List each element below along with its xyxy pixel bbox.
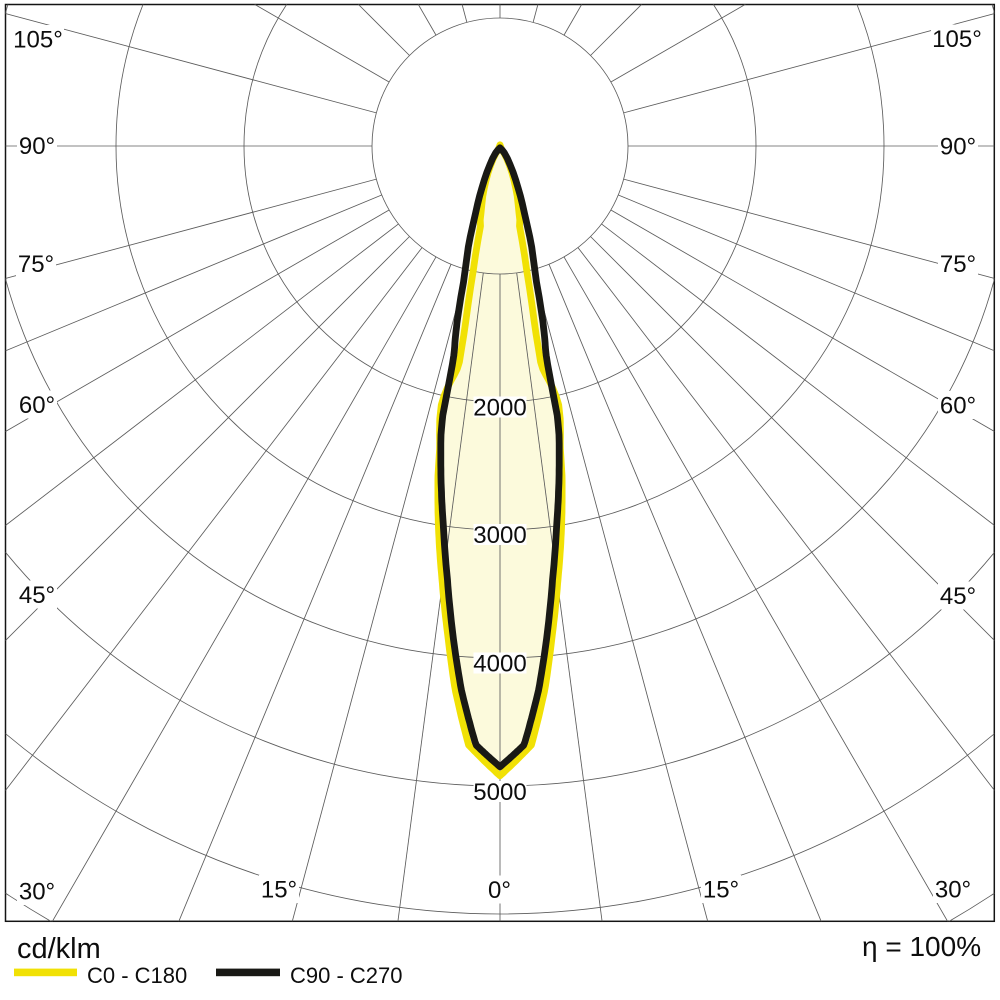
svg-text:45°: 45° [19,582,55,609]
svg-text:15°: 15° [261,876,297,903]
svg-text:C0 - C180: C0 - C180 [87,963,187,988]
svg-text:2000: 2000 [473,394,526,421]
svg-text:60°: 60° [940,392,976,419]
svg-text:60°: 60° [19,392,55,419]
svg-text:105°: 105° [13,26,63,53]
svg-text:105°: 105° [932,26,982,53]
svg-text:4000: 4000 [473,650,526,677]
svg-text:C90 - C270: C90 - C270 [290,963,403,988]
svg-text:90°: 90° [19,133,55,160]
svg-text:75°: 75° [18,251,54,278]
svg-text:15°: 15° [703,876,739,903]
svg-text:45°: 45° [940,583,976,610]
svg-text:3000: 3000 [473,522,526,549]
svg-text:η = 100%: η = 100% [862,931,981,962]
svg-text:cd/klm: cd/klm [17,933,101,965]
svg-text:0°: 0° [488,877,511,904]
svg-text:30°: 30° [19,878,55,905]
svg-text:75°: 75° [940,251,976,278]
svg-text:5000: 5000 [473,779,526,806]
svg-text:90°: 90° [940,133,976,160]
svg-text:30°: 30° [935,876,971,903]
